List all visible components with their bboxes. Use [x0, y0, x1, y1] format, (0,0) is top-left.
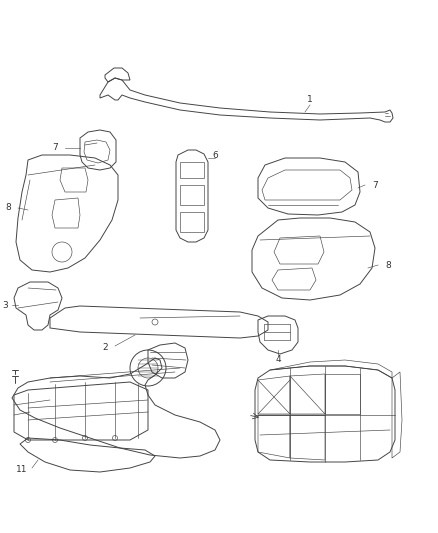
Text: 6: 6: [212, 150, 218, 159]
Text: 3: 3: [2, 301, 8, 310]
Text: 2: 2: [102, 343, 108, 352]
Text: 1: 1: [307, 95, 313, 104]
Text: 8: 8: [385, 261, 391, 270]
Text: 7: 7: [372, 181, 378, 190]
Text: 8: 8: [5, 204, 11, 213]
Text: 4: 4: [275, 356, 281, 365]
Text: 7: 7: [52, 143, 58, 152]
Text: 11: 11: [16, 465, 28, 474]
